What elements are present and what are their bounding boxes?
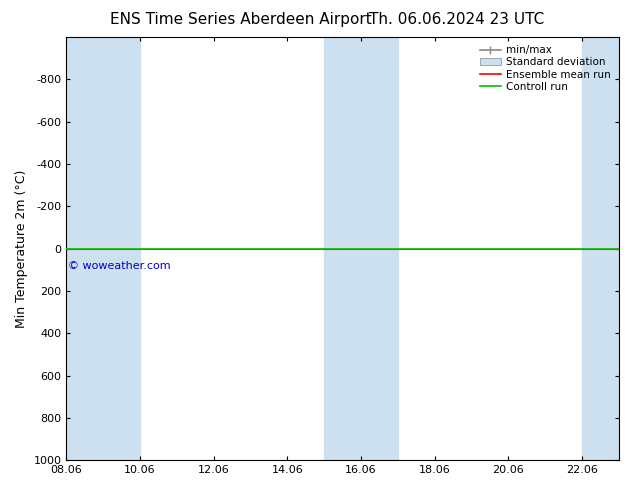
Bar — [324, 37, 398, 460]
Text: ENS Time Series Aberdeen Airport: ENS Time Series Aberdeen Airport — [110, 12, 372, 27]
Legend: min/max, Standard deviation, Ensemble mean run, Controll run: min/max, Standard deviation, Ensemble me… — [477, 42, 614, 95]
Text: Th. 06.06.2024 23 UTC: Th. 06.06.2024 23 UTC — [369, 12, 544, 27]
Text: © woweather.com: © woweather.com — [68, 261, 171, 271]
Y-axis label: Min Temperature 2m (°C): Min Temperature 2m (°C) — [15, 170, 28, 328]
Bar — [582, 37, 619, 460]
Bar — [67, 37, 140, 460]
